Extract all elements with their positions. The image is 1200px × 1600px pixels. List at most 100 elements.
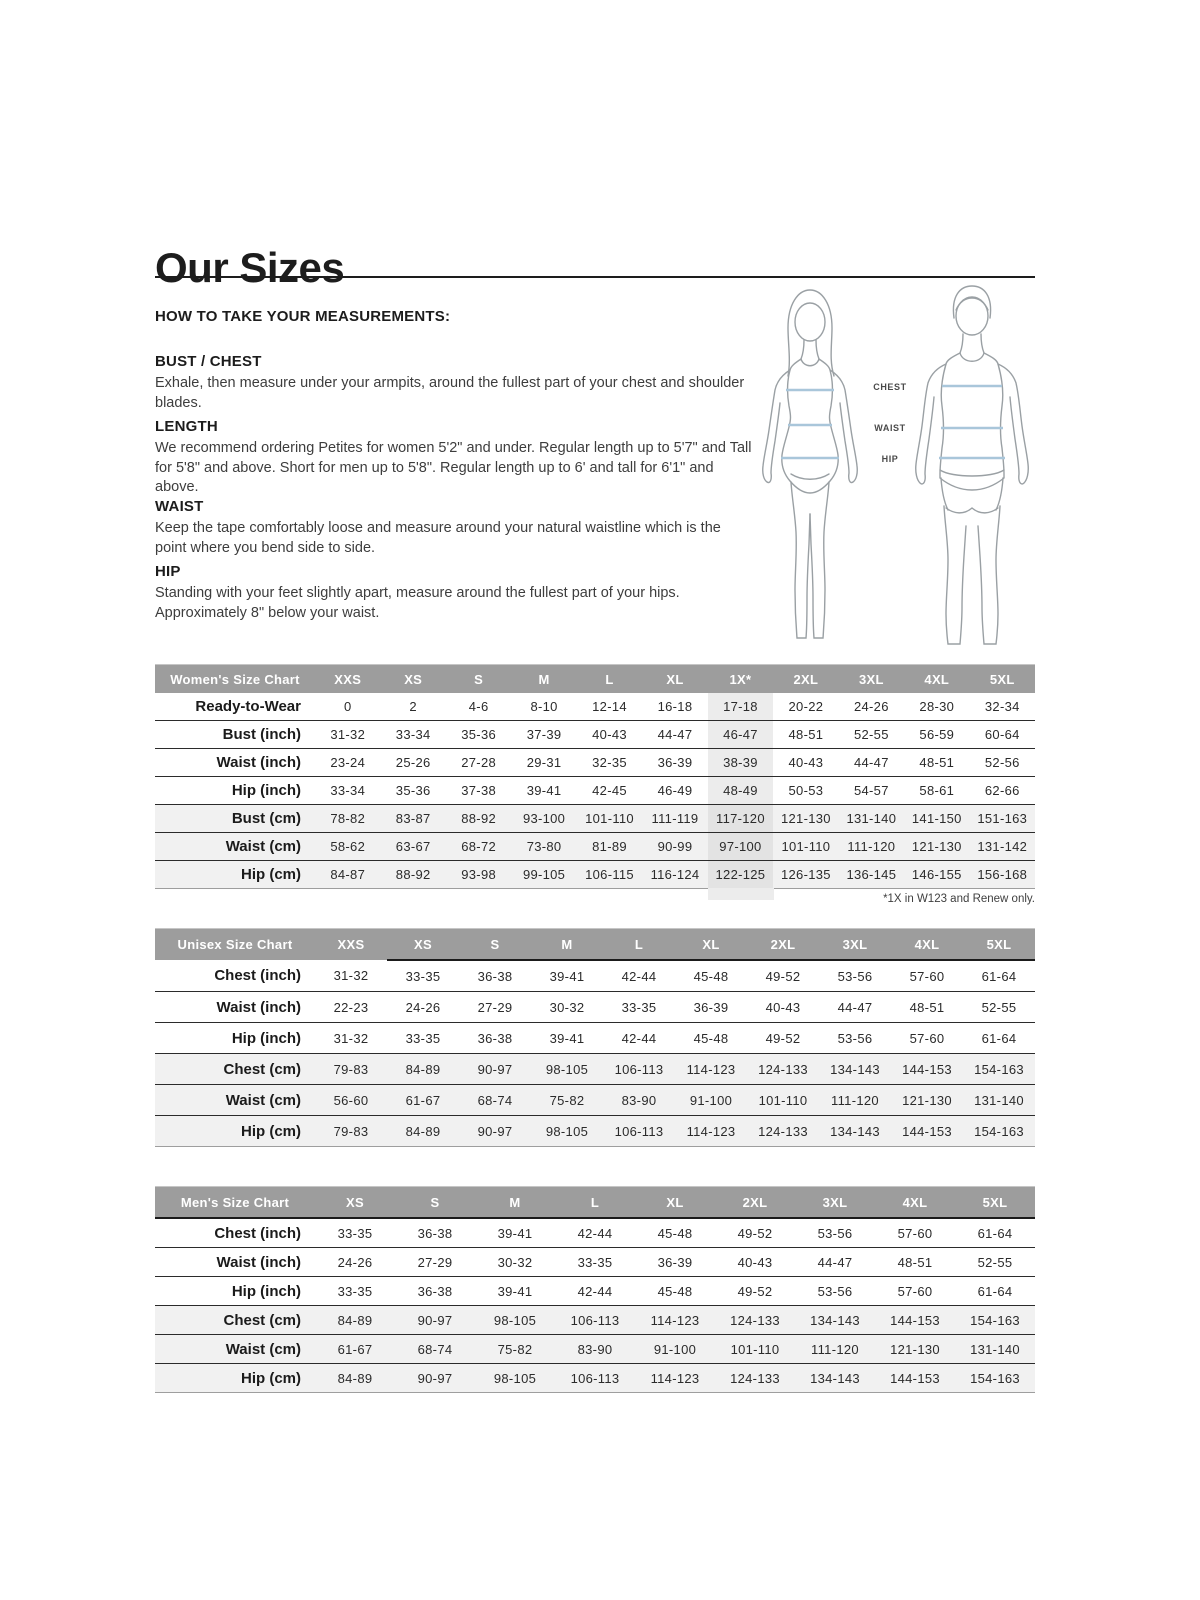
size-cell: 79-83 <box>315 1115 387 1147</box>
size-cell: 134-143 <box>795 1305 875 1335</box>
size-cell: 0 <box>315 693 381 721</box>
size-cell: 57-60 <box>891 1022 963 1054</box>
row-label: Hip (inch) <box>155 1022 315 1054</box>
size-cell: 111-120 <box>795 1334 875 1364</box>
size-column-header: 2XL <box>715 1186 795 1219</box>
size-cell: 53-56 <box>819 960 891 992</box>
size-column-header: S <box>459 928 531 961</box>
size-cell: 106-113 <box>603 1053 675 1085</box>
size-cell: 24-26 <box>838 693 905 721</box>
size-cell: 101-110 <box>773 832 839 861</box>
size-cell: 68-74 <box>459 1084 531 1116</box>
size-cell: 114-123 <box>635 1363 715 1393</box>
size-cell: 75-82 <box>475 1334 555 1364</box>
size-column-header: XL <box>675 928 747 961</box>
size-cell: 58-62 <box>315 832 381 861</box>
size-cell: 78-82 <box>315 804 381 833</box>
measurement-figures: CHEST WAIST HIP <box>740 280 1045 654</box>
size-cell: 93-98 <box>445 860 512 889</box>
size-cell: 144-153 <box>875 1363 955 1393</box>
size-cell: 88-92 <box>380 860 446 889</box>
section-hip: HIP Standing with your feet slightly apa… <box>155 563 755 623</box>
size-cell: 38-39 <box>707 748 774 777</box>
size-cell: 114-123 <box>675 1115 747 1147</box>
size-column-header: XL <box>635 1186 715 1219</box>
size-cell: 99-105 <box>511 860 577 889</box>
size-cell: 98-105 <box>475 1363 555 1393</box>
size-cell: 124-133 <box>747 1053 819 1085</box>
size-column-header: 1X* <box>707 664 774 693</box>
row-label: Waist (inch) <box>155 748 315 777</box>
size-cell: 121-130 <box>875 1334 955 1364</box>
size-cell: 61-67 <box>387 1084 459 1116</box>
section-body: We recommend ordering Petites for women … <box>155 440 752 495</box>
size-cell: 154-163 <box>955 1363 1035 1393</box>
size-cell: 36-38 <box>459 1022 531 1054</box>
size-cell: 39-41 <box>475 1218 555 1248</box>
size-cell: 61-64 <box>963 960 1035 992</box>
section-body: Standing with your feet slightly apart, … <box>155 585 680 621</box>
size-cell: 75-82 <box>531 1084 603 1116</box>
size-cell: 54-57 <box>838 776 905 805</box>
table-row: Hip (cm) 84-89 90-97 98-105 106-113 114-123 12… <box>155 1363 1035 1393</box>
unisex-size-table: Unisex Size Chart XXS XS S M L XL 2XL 3XL 4XL 5XL C… <box>155 928 1035 1147</box>
size-cell: 61-67 <box>315 1334 395 1364</box>
row-label: Chest (inch) <box>155 960 315 992</box>
size-cell: 42-44 <box>555 1218 635 1248</box>
size-cell: 154-163 <box>963 1053 1035 1085</box>
size-cell: 36-39 <box>635 1247 715 1277</box>
size-cell: 134-143 <box>819 1115 891 1147</box>
size-cell: 60-64 <box>969 720 1035 749</box>
size-cell: 98-105 <box>531 1115 603 1147</box>
table-title: Men's Size Chart <box>155 1186 315 1219</box>
table-row: Hip (cm) 79-83 84-89 90-97 98-105 106-113 114-… <box>155 1115 1035 1147</box>
size-cell: 24-26 <box>387 991 459 1023</box>
row-label: Hip (inch) <box>155 776 315 805</box>
size-cell: 156-168 <box>969 860 1035 889</box>
size-cell: 106-113 <box>603 1115 675 1147</box>
womens-table-footnote: *1X in W123 and Renew only. <box>883 893 1035 905</box>
size-cell: 17-18 <box>707 693 774 721</box>
size-cell: 63-67 <box>380 832 446 861</box>
size-cell: 53-56 <box>819 1022 891 1054</box>
size-cell: 52-56 <box>969 748 1035 777</box>
size-cell: 39-41 <box>531 1022 603 1054</box>
womens-size-table: Women's Size Chart XXS XS S M L XL 1X* 2XL 3XL 4XL… <box>155 664 1035 889</box>
size-cell: 93-100 <box>511 804 577 833</box>
section-waist: WAIST Keep the tape comfortably loose an… <box>155 498 755 558</box>
size-cell: 73-80 <box>511 832 577 861</box>
size-cell: 81-89 <box>576 832 643 861</box>
size-cell: 134-143 <box>819 1053 891 1085</box>
size-cell: 154-163 <box>963 1115 1035 1147</box>
section-title: WAIST <box>155 498 204 515</box>
size-column-header: 2XL <box>747 928 819 961</box>
row-label: Waist (cm) <box>155 1084 315 1116</box>
table-row: Hip (inch) 31-32 33-35 36-38 39-41 42-44 45-48… <box>155 1022 1035 1054</box>
size-cell: 8-10 <box>511 693 577 721</box>
hip-figure-label: HIP <box>881 454 899 464</box>
size-cell: 37-38 <box>445 776 512 805</box>
mens-size-table: Men's Size Chart XS S M L XL 2XL 3XL 4XL 5XL Chest… <box>155 1186 1035 1393</box>
size-cell: 40-43 <box>576 720 643 749</box>
size-cell: 16-18 <box>642 693 708 721</box>
size-column-header: XS <box>315 1186 395 1219</box>
table-row: Waist (inch) 24-26 27-29 30-32 33-35 36-39 40-… <box>155 1247 1035 1277</box>
size-cell: 106-115 <box>576 860 643 889</box>
section-bust-chest: BUST / CHEST Exhale, then measure under … <box>155 353 755 413</box>
size-cell: 141-150 <box>904 804 970 833</box>
size-cell: 27-29 <box>459 991 531 1023</box>
size-cell: 33-35 <box>387 960 459 992</box>
size-cell: 44-47 <box>795 1247 875 1277</box>
size-cell: 33-35 <box>603 991 675 1023</box>
size-cell: 12-14 <box>576 693 643 721</box>
size-cell: 131-140 <box>963 1084 1035 1116</box>
section-length: LENGTH We recommend ordering Petites for… <box>155 418 755 498</box>
size-cell: 45-48 <box>635 1218 715 1248</box>
size-cell: 37-39 <box>511 720 577 749</box>
highlight-column-tab <box>708 888 774 900</box>
size-cell: 39-41 <box>475 1276 555 1306</box>
size-cell: 56-60 <box>315 1084 387 1116</box>
size-cell: 124-133 <box>747 1115 819 1147</box>
size-column-header: 3XL <box>819 928 891 961</box>
row-label: Hip (cm) <box>155 1115 315 1147</box>
